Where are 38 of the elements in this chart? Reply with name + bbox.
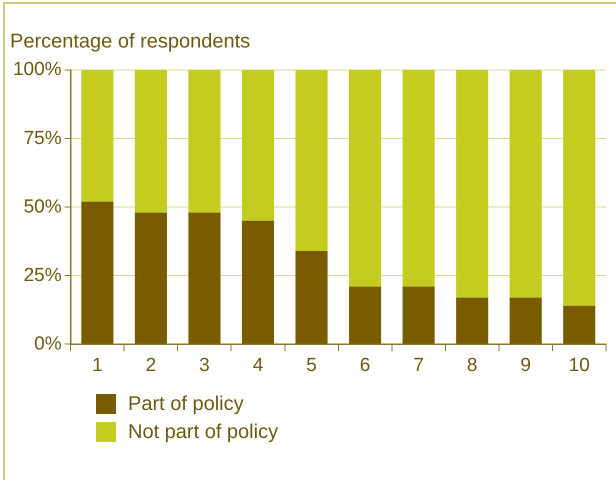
- bar: [510, 298, 542, 344]
- legend-label: Not part of policy: [128, 420, 278, 444]
- bar: [456, 70, 488, 298]
- y-tick-label: 75%: [24, 128, 62, 149]
- x-tick-label: 6: [360, 354, 370, 376]
- bar: [563, 70, 596, 306]
- x-tick-label: 4: [252, 354, 264, 376]
- bar: [242, 70, 274, 221]
- x-tick-label: 2: [146, 354, 156, 376]
- x-tick-label: 9: [520, 354, 531, 376]
- bar: [510, 70, 542, 298]
- bar: [188, 212, 221, 344]
- x-tick-label: 1: [92, 354, 103, 376]
- bar: [134, 70, 167, 213]
- y-tick-label: 25%: [24, 264, 62, 286]
- bar: [295, 70, 328, 251]
- bar: [402, 70, 435, 287]
- x-tick-label: 7: [413, 354, 424, 376]
- bar: [81, 70, 114, 202]
- x-tick-label: 5: [306, 354, 317, 376]
- bar: [188, 70, 221, 213]
- bar: [134, 212, 167, 344]
- y-tick-label: 0%: [34, 333, 62, 354]
- bar: [295, 250, 328, 344]
- y-tick-label: 100%: [12, 59, 62, 80]
- bar: [402, 286, 435, 344]
- x-tick-label: 3: [199, 354, 210, 376]
- x-tick-label: 10: [568, 354, 590, 376]
- chart-title: Percentage of respondents: [10, 30, 250, 53]
- bar: [349, 70, 382, 287]
- legend-label: Part of policy: [128, 392, 244, 416]
- y-tick-label: 50%: [24, 196, 62, 218]
- x-tick-label: 8: [466, 354, 478, 376]
- bar: [349, 286, 382, 344]
- bar: [456, 298, 488, 344]
- bar: [563, 306, 596, 344]
- bar: [81, 202, 114, 344]
- bar: [242, 220, 274, 344]
